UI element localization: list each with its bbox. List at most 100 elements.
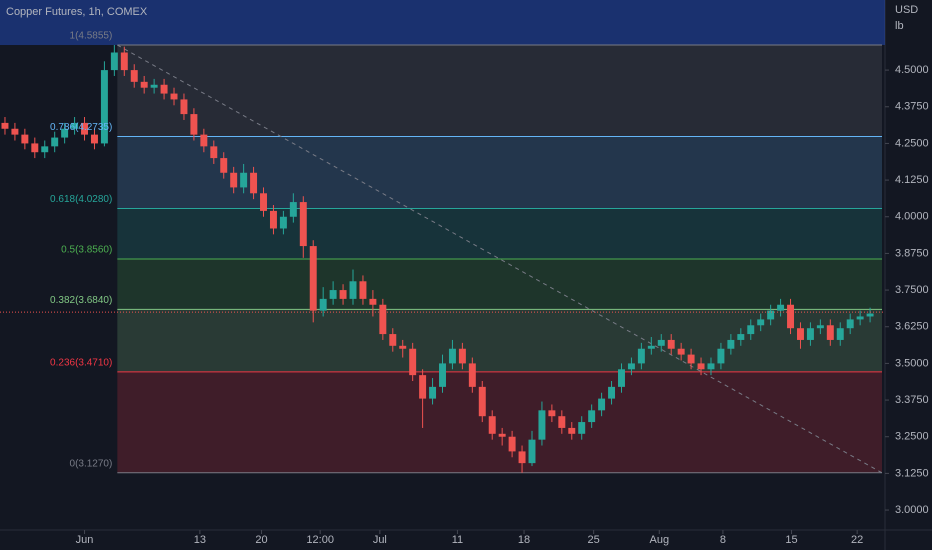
fib-bands — [0, 0, 885, 474]
candle-body — [737, 334, 745, 340]
candle-body — [349, 281, 357, 299]
candle-body — [468, 363, 476, 387]
candle-body — [409, 348, 417, 376]
candle-body — [279, 216, 287, 229]
y-tick-label: 3.7500 — [895, 284, 929, 296]
candle-body — [826, 325, 834, 340]
extension-band — [0, 0, 885, 46]
candle-body — [130, 70, 138, 82]
candle-body — [299, 202, 307, 247]
candle-body — [707, 363, 715, 370]
candle-body — [260, 193, 267, 211]
grid — [84, 69, 889, 534]
candles — [0, 45, 885, 473]
candle-body — [369, 298, 377, 305]
candle-body — [866, 313, 874, 317]
candle-body — [439, 363, 446, 387]
candle-body — [747, 325, 755, 335]
y-tick-label: 3.0000 — [895, 504, 929, 516]
x-tick-label: 22 — [851, 534, 863, 546]
candle-body — [399, 345, 407, 349]
candle-body — [210, 146, 218, 159]
fib-trend-line — [117, 44, 883, 474]
candle-body — [289, 202, 297, 217]
candle-body — [220, 158, 228, 173]
labels: Copper Futures, 1h, COMEX USD lb 3.0000 3.12… — [6, 4, 929, 546]
candle-body — [667, 339, 675, 349]
fib-band — [117, 45, 883, 137]
candle-body — [757, 319, 765, 326]
fib-band — [117, 258, 883, 310]
fib-label: 0.236(3.4710) — [50, 358, 112, 369]
candle-body — [618, 369, 625, 387]
candle-body — [508, 436, 516, 452]
fib-band — [117, 136, 883, 209]
candle-body — [498, 433, 506, 437]
fib-label: 0.786(4.2735) — [50, 122, 112, 133]
candle-body — [329, 290, 337, 299]
candle-body — [31, 143, 39, 153]
candle-body — [240, 172, 248, 188]
candle-body — [657, 339, 665, 346]
candle-body — [429, 386, 437, 399]
candle-body — [578, 422, 586, 434]
fib-band — [117, 208, 883, 259]
x-tick-label: 25 — [588, 534, 600, 546]
candle-body — [478, 386, 486, 417]
fib-band — [117, 371, 883, 473]
candle-body — [816, 325, 824, 329]
x-tick-label: 13 — [194, 534, 206, 546]
y-tick-label: 3.8750 — [895, 247, 929, 259]
candle-body — [379, 304, 387, 335]
candle-body — [558, 416, 566, 428]
candle-body — [777, 304, 785, 311]
candle-body — [110, 52, 118, 71]
candle-body — [1, 122, 9, 129]
fib-label: 0.618(4.0280) — [50, 194, 112, 205]
currency-label: USD — [895, 4, 918, 16]
candle-body — [677, 348, 685, 355]
candle-body — [488, 416, 496, 434]
candle-body — [518, 451, 526, 464]
y-tick-label: 3.2500 — [895, 431, 929, 443]
candle-body — [687, 354, 695, 364]
candle-body — [120, 52, 128, 71]
candle-body — [269, 210, 277, 229]
candle-body — [767, 310, 775, 320]
candle-body — [727, 339, 735, 349]
candle-body — [90, 134, 98, 144]
candle-body — [160, 84, 168, 94]
candle-body — [787, 304, 795, 329]
candle-body — [647, 345, 655, 349]
candle-body — [598, 398, 606, 411]
candle-body — [448, 348, 456, 364]
y-tick-label: 3.1250 — [895, 467, 929, 479]
y-tick-label: 3.3750 — [895, 394, 929, 406]
candle-body — [627, 363, 635, 370]
candle-body — [230, 172, 238, 188]
unit-label: lb — [895, 20, 904, 32]
candle-body — [250, 172, 258, 194]
candle-body — [21, 134, 29, 144]
candle-body — [796, 328, 804, 340]
y-tick-label: 4.5000 — [895, 64, 929, 76]
candle-body — [836, 328, 844, 340]
candle-body — [419, 375, 427, 399]
candle-body — [528, 439, 536, 464]
y-tick-label: 4.1250 — [895, 174, 929, 186]
candle-body — [41, 146, 49, 153]
candle-body — [100, 70, 108, 144]
x-tick-label: 12:00 — [306, 534, 334, 546]
candle-body — [319, 298, 327, 311]
candle-body — [180, 99, 188, 115]
candle-body — [637, 348, 645, 364]
fib-label: 0.5(3.8560) — [61, 245, 112, 256]
candle-body — [538, 410, 546, 440]
y-tick-label: 4.3750 — [895, 101, 929, 113]
candle-body — [588, 410, 596, 423]
y-tick-label: 4.2500 — [895, 137, 929, 149]
candle-body — [61, 128, 69, 138]
fib-band — [117, 309, 883, 372]
candle-body — [806, 328, 814, 340]
candle-body — [846, 319, 854, 329]
